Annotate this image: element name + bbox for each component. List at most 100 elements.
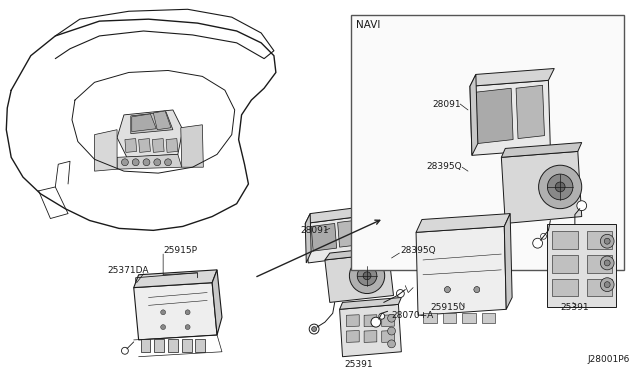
Polygon shape <box>141 339 150 352</box>
Polygon shape <box>423 313 436 323</box>
Circle shape <box>541 233 547 239</box>
Polygon shape <box>338 221 356 247</box>
Polygon shape <box>305 207 364 224</box>
Circle shape <box>532 238 543 248</box>
Circle shape <box>388 327 396 335</box>
Circle shape <box>143 159 150 166</box>
Circle shape <box>164 159 172 166</box>
Polygon shape <box>117 154 182 169</box>
Polygon shape <box>482 313 495 323</box>
Polygon shape <box>476 88 513 144</box>
Circle shape <box>154 159 161 166</box>
Polygon shape <box>117 110 183 157</box>
Circle shape <box>604 282 610 288</box>
Circle shape <box>474 286 480 292</box>
Circle shape <box>604 238 610 244</box>
Circle shape <box>371 317 381 327</box>
Circle shape <box>600 256 614 270</box>
Bar <box>351 15 624 270</box>
Text: J28001P6: J28001P6 <box>588 355 630 364</box>
Circle shape <box>577 201 587 211</box>
Polygon shape <box>134 270 217 288</box>
Text: 28395Q: 28395Q <box>401 246 436 255</box>
Polygon shape <box>552 231 578 249</box>
Polygon shape <box>340 304 401 357</box>
Polygon shape <box>381 331 394 342</box>
Polygon shape <box>134 283 217 340</box>
Polygon shape <box>346 331 359 342</box>
Polygon shape <box>168 339 178 352</box>
Polygon shape <box>346 315 359 327</box>
Polygon shape <box>381 315 394 327</box>
Polygon shape <box>305 214 311 263</box>
Polygon shape <box>552 255 578 273</box>
Text: 25391: 25391 <box>560 304 589 312</box>
Polygon shape <box>364 331 377 342</box>
Circle shape <box>132 159 139 166</box>
Circle shape <box>312 327 317 331</box>
Circle shape <box>363 272 371 280</box>
Polygon shape <box>212 270 222 335</box>
Polygon shape <box>587 279 612 296</box>
Polygon shape <box>516 85 545 139</box>
Circle shape <box>122 347 129 354</box>
Polygon shape <box>587 231 612 249</box>
Polygon shape <box>182 339 191 352</box>
Text: 28091: 28091 <box>433 100 461 109</box>
Circle shape <box>379 313 385 319</box>
Text: 28070+A: 28070+A <box>392 311 434 320</box>
Polygon shape <box>305 217 362 263</box>
Text: 25915U: 25915U <box>431 304 466 312</box>
Polygon shape <box>152 139 164 153</box>
Polygon shape <box>195 339 205 352</box>
Circle shape <box>396 289 404 298</box>
Circle shape <box>474 286 480 292</box>
Circle shape <box>349 258 385 294</box>
Circle shape <box>161 310 166 315</box>
Circle shape <box>122 159 129 166</box>
Circle shape <box>309 324 319 334</box>
Polygon shape <box>132 114 156 132</box>
Polygon shape <box>154 111 171 130</box>
Polygon shape <box>504 214 512 310</box>
Circle shape <box>185 310 190 315</box>
Polygon shape <box>364 315 377 327</box>
Circle shape <box>445 286 451 292</box>
Polygon shape <box>416 214 510 232</box>
Polygon shape <box>166 139 178 153</box>
Polygon shape <box>470 68 554 86</box>
Polygon shape <box>340 298 401 310</box>
Circle shape <box>161 325 166 330</box>
Polygon shape <box>325 246 394 260</box>
Polygon shape <box>470 74 478 155</box>
Circle shape <box>556 182 565 192</box>
Circle shape <box>539 165 582 209</box>
Circle shape <box>445 286 451 292</box>
Circle shape <box>388 340 396 348</box>
Polygon shape <box>547 224 616 307</box>
Text: 28091: 28091 <box>300 227 329 235</box>
Text: 25391: 25391 <box>344 360 373 369</box>
Polygon shape <box>470 80 550 155</box>
Text: 28395Q: 28395Q <box>426 162 461 171</box>
Polygon shape <box>552 279 578 296</box>
Circle shape <box>600 234 614 248</box>
Polygon shape <box>416 227 506 315</box>
Circle shape <box>357 266 377 286</box>
Polygon shape <box>180 125 204 167</box>
Polygon shape <box>462 313 476 323</box>
Polygon shape <box>139 139 150 153</box>
Text: NAVI: NAVI <box>356 20 381 30</box>
Polygon shape <box>125 139 137 153</box>
Polygon shape <box>587 255 612 273</box>
Circle shape <box>185 325 190 330</box>
Circle shape <box>604 260 610 266</box>
Polygon shape <box>442 313 456 323</box>
Circle shape <box>547 174 573 200</box>
Polygon shape <box>131 112 173 134</box>
Polygon shape <box>501 142 582 157</box>
Polygon shape <box>154 339 164 352</box>
Polygon shape <box>95 130 117 171</box>
Text: 25371DA: 25371DA <box>108 266 148 275</box>
Circle shape <box>388 314 396 322</box>
